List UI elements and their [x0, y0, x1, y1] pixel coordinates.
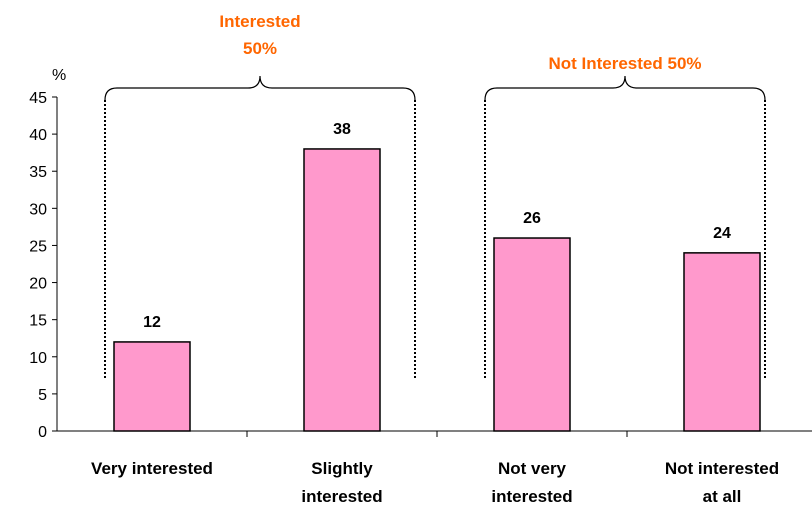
bar — [113, 341, 191, 432]
data-label: 12 — [143, 314, 161, 331]
bar — [303, 148, 381, 432]
x-tick-label: at all — [703, 487, 742, 506]
y-tick-label: 30 — [29, 201, 47, 218]
x-tick-label: Slightly — [311, 459, 373, 478]
y-tick-label: 45 — [29, 90, 47, 107]
y-tick-label: 0 — [38, 424, 47, 441]
x-tick-label: interested — [491, 487, 572, 506]
group-label: Interested — [219, 12, 300, 31]
y-tick-label: 15 — [29, 313, 47, 330]
data-label: 26 — [523, 210, 541, 227]
x-axis — [57, 430, 812, 437]
group-bracket — [104, 75, 416, 101]
data-labels: 12 38 26 24 — [143, 121, 731, 331]
bars — [113, 148, 761, 432]
data-label: 38 — [333, 121, 351, 138]
group-label: Not Interested 50% — [548, 54, 701, 73]
group-brackets — [104, 75, 766, 378]
group-label: 50% — [243, 39, 277, 58]
bar — [683, 252, 761, 432]
x-tick-label: interested — [301, 487, 382, 506]
y-tick-label: 35 — [29, 164, 47, 181]
y-tick-label: 10 — [29, 350, 47, 367]
data-label: 24 — [713, 225, 731, 242]
group-bracket — [484, 75, 766, 101]
x-tick-label: Not very — [498, 459, 567, 478]
y-tick-label: 20 — [29, 276, 47, 293]
bar — [493, 237, 571, 432]
y-tick-label: 5 — [38, 387, 47, 404]
y-axis: 0 5 10 15 20 25 30 35 40 45 — [29, 90, 58, 441]
x-tick-label: Not interested — [665, 459, 779, 478]
y-tick-label: 40 — [29, 127, 47, 144]
y-axis-unit-label: % — [52, 67, 66, 84]
y-tick-label: 25 — [29, 238, 47, 255]
category-labels: Very interested Slightly interested Not ver… — [91, 459, 779, 506]
x-tick-label: Very interested — [91, 459, 213, 478]
group-labels: Interested 50% Not Interested 50% — [219, 12, 701, 73]
